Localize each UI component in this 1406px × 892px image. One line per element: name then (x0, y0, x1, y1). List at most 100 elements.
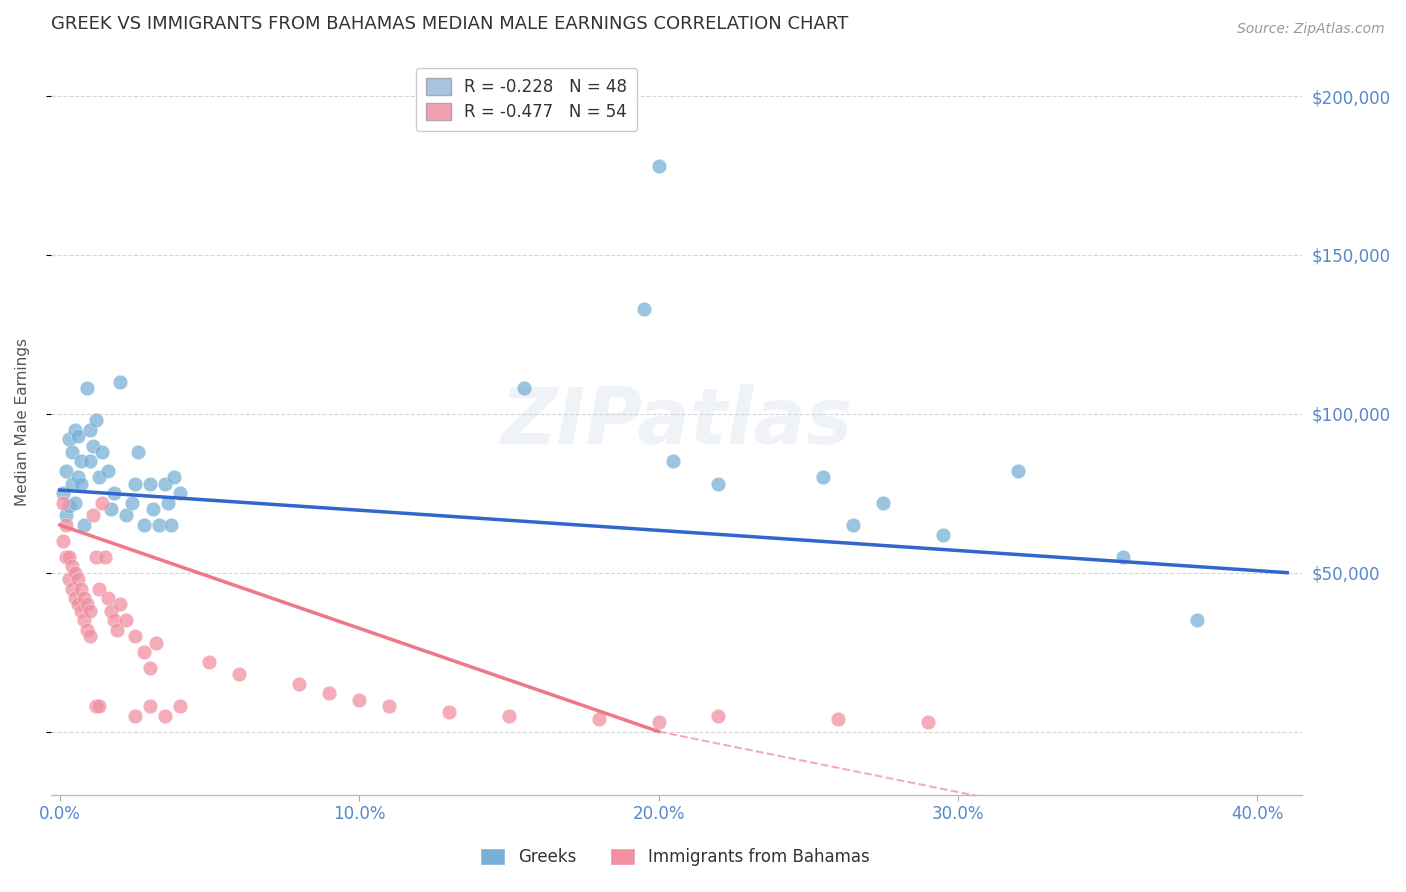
Point (76, 381, 98, 395)
Point (378, 699, 401, 714)
Point (114, 508, 136, 523)
Point (63, 591, 86, 605)
Point (55, 518, 77, 533)
Point (811, 470, 834, 484)
Point (138, 476, 160, 491)
Point (513, 381, 536, 395)
Point (124, 629, 146, 643)
Point (55, 549, 77, 564)
Point (76, 598, 98, 612)
Point (60, 582, 83, 596)
Point (69, 604, 91, 618)
Point (55, 508, 77, 523)
Point (138, 699, 160, 714)
Point (93, 549, 115, 564)
Point (87, 699, 110, 714)
Point (707, 708, 730, 723)
Point (105, 623, 128, 637)
Point (662, 454, 685, 468)
Point (82, 508, 104, 523)
Point (90, 496, 112, 510)
Point (52, 496, 75, 510)
Point (169, 486, 191, 500)
Point (138, 661, 160, 675)
Point (52, 486, 75, 500)
Point (87, 470, 110, 484)
Text: ZIPatlas: ZIPatlas (501, 384, 852, 459)
Point (63, 423, 86, 437)
Text: Source: ZipAtlas.com: Source: ZipAtlas.com (1237, 22, 1385, 37)
Point (437, 706, 460, 720)
Point (73, 518, 96, 533)
Point (103, 486, 125, 500)
Point (153, 476, 176, 491)
Point (159, 518, 181, 533)
Point (100, 502, 122, 516)
Point (100, 604, 122, 618)
Point (169, 699, 191, 714)
Point (58, 549, 80, 564)
Point (498, 708, 520, 723)
Point (79, 423, 101, 437)
Point (633, 301, 655, 316)
Point (153, 708, 176, 723)
Point (1187, 613, 1209, 627)
Y-axis label: Median Male Earnings: Median Male Earnings (15, 338, 30, 506)
Point (73, 613, 96, 627)
Point (121, 496, 143, 510)
Point (198, 655, 221, 669)
Point (1111, 549, 1133, 564)
Point (76, 623, 98, 637)
Legend: R = -0.228   N = 48, R = -0.477   N = 54: R = -0.228 N = 48, R = -0.477 N = 54 (416, 68, 637, 131)
Point (872, 496, 894, 510)
Point (124, 476, 146, 491)
Point (52, 533, 75, 548)
Point (132, 518, 155, 533)
Point (79, 629, 101, 643)
Point (162, 470, 184, 484)
Point (58, 572, 80, 586)
Point (58, 432, 80, 446)
Point (60, 445, 83, 459)
Point (82, 439, 104, 453)
Point (124, 708, 146, 723)
Point (90, 445, 112, 459)
Point (79, 454, 101, 468)
Point (917, 714, 939, 729)
Text: GREEK VS IMMIGRANTS FROM BAHAMAS MEDIAN MALE EARNINGS CORRELATION CHART: GREEK VS IMMIGRANTS FROM BAHAMAS MEDIAN … (51, 15, 848, 33)
Point (114, 613, 136, 627)
Point (63, 566, 86, 580)
Point (66, 598, 89, 612)
Point (347, 692, 370, 706)
Point (318, 686, 340, 700)
Point (132, 645, 155, 659)
Point (66, 470, 89, 484)
Point (1007, 464, 1029, 478)
Point (647, 714, 669, 729)
Point (84, 413, 107, 427)
Point (288, 677, 311, 691)
Point (87, 582, 110, 596)
Point (97, 464, 120, 478)
Point (73, 591, 96, 605)
Point (588, 712, 610, 726)
Point (127, 445, 149, 459)
Point (69, 582, 91, 596)
Point (58, 499, 80, 513)
Point (842, 518, 865, 533)
Point (707, 476, 730, 491)
Point (156, 496, 179, 510)
Point (84, 549, 107, 564)
Point (97, 591, 120, 605)
Point (79, 604, 101, 618)
Legend: Greeks, Immigrants from Bahamas: Greeks, Immigrants from Bahamas (474, 841, 876, 873)
Point (647, 159, 669, 173)
Point (932, 527, 955, 541)
Point (60, 476, 83, 491)
Point (108, 375, 131, 389)
Point (148, 518, 170, 533)
Point (103, 613, 125, 627)
Point (84, 699, 107, 714)
Point (66, 572, 89, 586)
Point (60, 559, 83, 574)
